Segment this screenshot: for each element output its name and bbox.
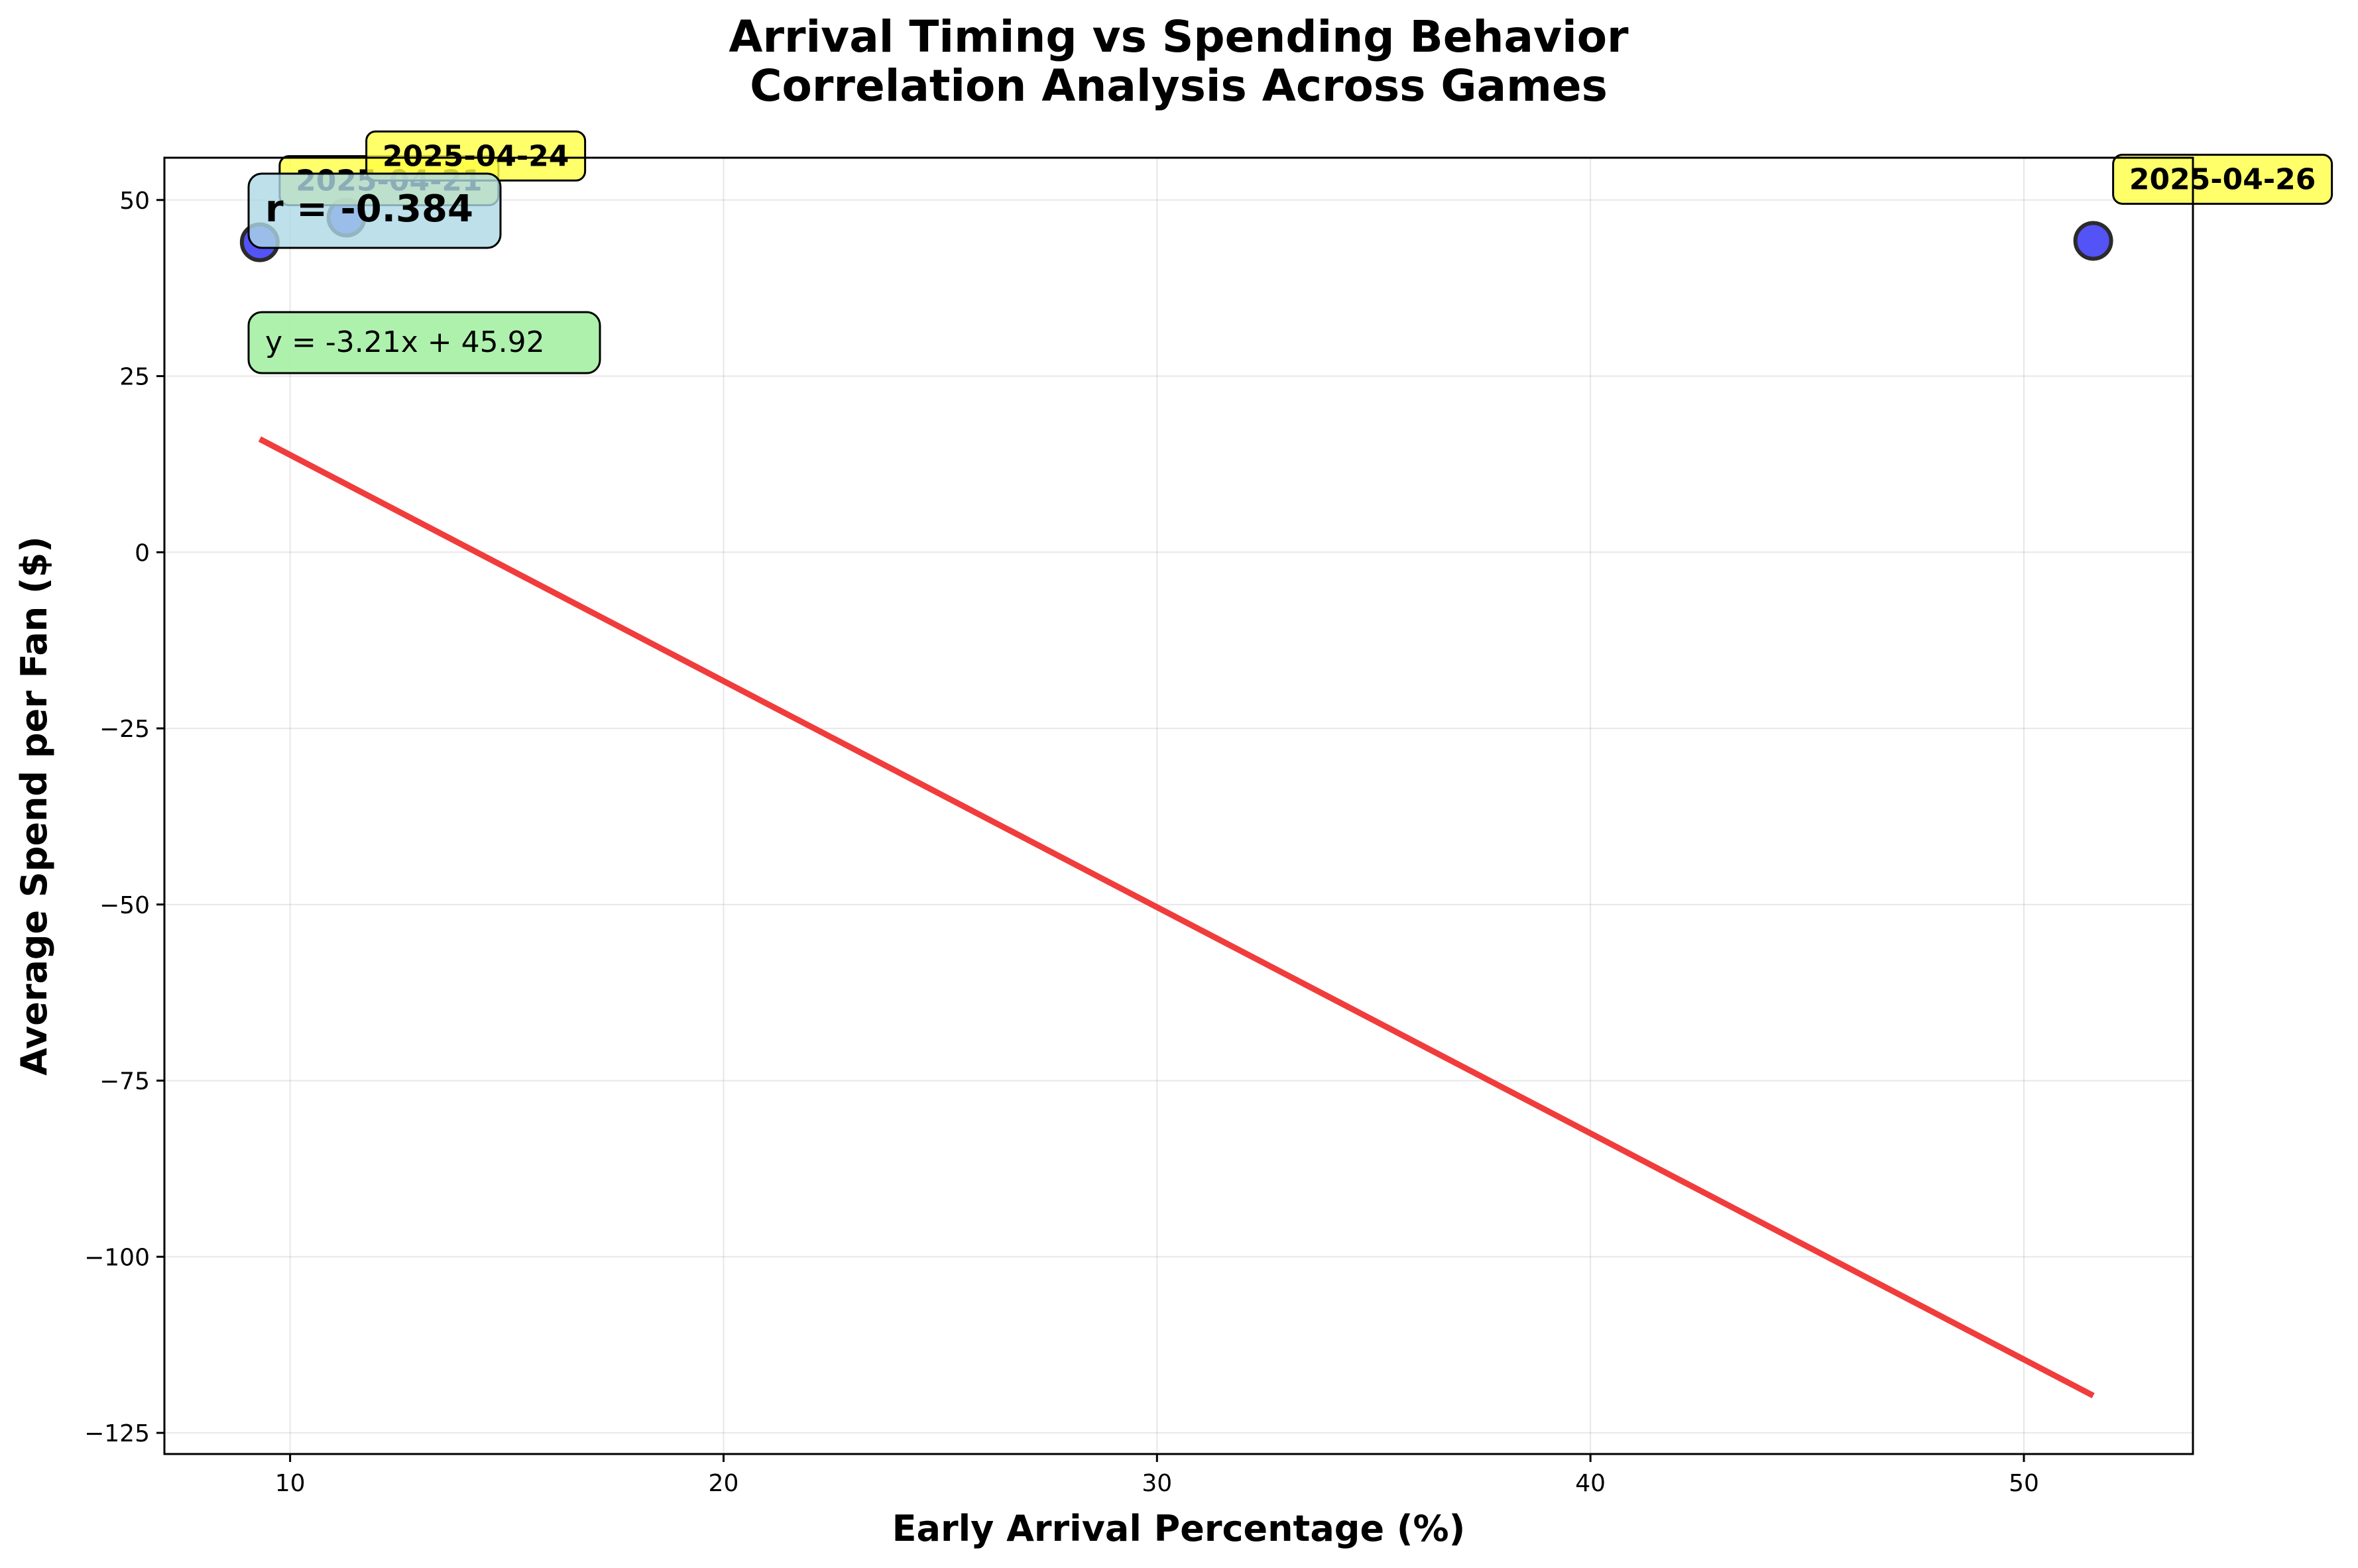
y-tick-label: 25: [119, 364, 150, 391]
point-label-text: 2025-04-26: [2129, 162, 2316, 196]
x-tick-label: 50: [2009, 1470, 2039, 1497]
y-tick-label: 0: [135, 539, 150, 567]
chart-subtitle: Correlation Analysis Across Games: [750, 60, 1608, 111]
trendline: [258, 436, 2095, 1398]
x-axis-label: Early Arrival Percentage (%): [892, 1508, 1466, 1549]
axis-ticks: 10 20 30 40 50 50 25 0 −25 −50 −75 −100 −125: [84, 188, 2039, 1497]
point-label-bg: [2112, 153, 2333, 205]
y-tick-label: −75: [99, 1068, 150, 1095]
x-tick-label: 40: [1575, 1470, 1606, 1497]
point-label: 2025-04-26: [2112, 153, 2333, 205]
data-point: [2073, 221, 2113, 261]
point-label-text: 2025-04-24: [383, 139, 569, 173]
x-tick-label: 20: [709, 1470, 739, 1497]
plot-frame: [163, 156, 2194, 1455]
y-axis-label: Average Spend per Fan ($): [13, 536, 55, 1076]
y-tick-label: 50: [119, 188, 150, 215]
y-tick-label: −125: [84, 1420, 150, 1447]
correlation-box-bg: [247, 172, 502, 249]
y-tick-label: −25: [99, 716, 150, 743]
equation-text: y = -3.21x + 45.92: [265, 325, 545, 359]
y-tick-label: −50: [99, 892, 150, 919]
chart-title: Arrival Timing vs Spending Behavior: [729, 11, 1629, 62]
trendline-layer: [258, 436, 2095, 1398]
equation-box: y = -3.21x + 45.92: [247, 311, 601, 374]
point-label: 2025-04-24: [365, 130, 587, 182]
equation-box-bg: [247, 311, 601, 374]
grid-lines: [164, 158, 2193, 1454]
correlation-box: r = -0.384: [247, 172, 502, 249]
y-tick-label: −100: [84, 1244, 150, 1271]
x-tick-label: 10: [275, 1470, 306, 1497]
correlation-text: r = -0.384: [265, 188, 473, 231]
x-tick-label: 30: [1142, 1470, 1172, 1497]
